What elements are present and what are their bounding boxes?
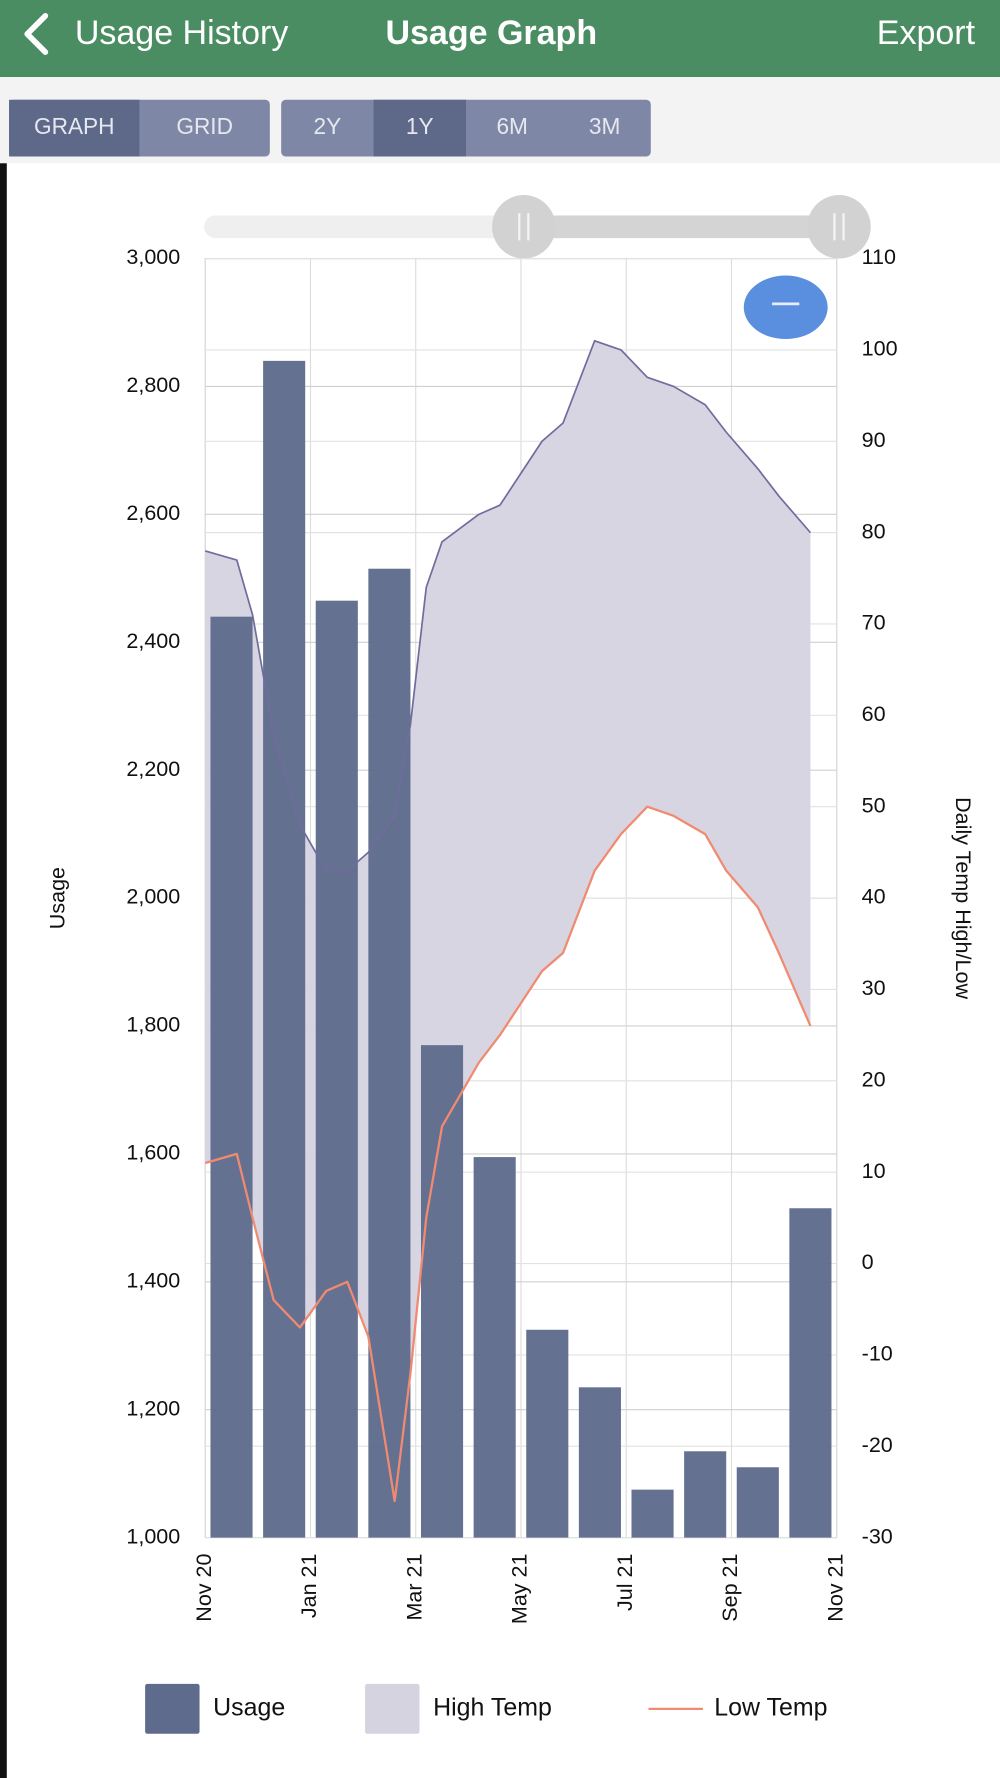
left-edge	[0, 158, 7, 1778]
tab-selected	[373, 99, 466, 157]
back-chevron	[24, 13, 49, 55]
zoom-out-bg	[743, 275, 828, 340]
legend-label: High Temp	[433, 1693, 552, 1721]
y2-tick-label: 80	[862, 519, 886, 543]
header-bar	[0, 0, 1000, 78]
x-tick-label: Sep 21	[718, 1553, 742, 1621]
y-tick-label: 2,600	[126, 501, 180, 525]
bar	[736, 1467, 779, 1538]
tab[interactable]: 1Y	[406, 113, 434, 139]
handle-knob	[492, 195, 556, 259]
y2-tick-label: 20	[862, 1067, 886, 1091]
tab[interactable]: GRAPH	[34, 113, 115, 139]
bar	[578, 1387, 621, 1538]
x-tick-label: May 21	[508, 1553, 532, 1624]
y-tick-label: 2,800	[126, 373, 180, 397]
y2-tick-label: 100	[862, 337, 898, 361]
legend-swatch	[365, 1683, 420, 1734]
bar	[684, 1451, 727, 1538]
tabs: GRAPH GRID 2Y 1Y 6M 3M	[9, 99, 651, 157]
bar	[473, 1157, 516, 1538]
y2-tick-label: 70	[862, 611, 886, 635]
high-temp-line	[204, 339, 812, 872]
y2-tick-label: 110	[862, 245, 896, 269]
legend-label: Low Temp	[714, 1693, 827, 1721]
x-tick-label: Jul 21	[613, 1553, 637, 1610]
y2-tick-label: -20	[862, 1433, 893, 1457]
low-temp-line	[204, 805, 812, 1503]
y-tick-label: 1,400	[126, 1268, 180, 1292]
zoom-out-button[interactable]	[743, 275, 828, 340]
y2-tick-label: -30	[862, 1524, 893, 1548]
bar	[789, 1208, 832, 1538]
tab[interactable]: 6M	[496, 113, 527, 139]
back-label: Usage History	[75, 14, 289, 52]
y-tick-label: 1,600	[126, 1141, 180, 1165]
y-tick-label: 1,000	[126, 1524, 180, 1548]
y-tick-label: 2,400	[126, 629, 180, 653]
tab-selected	[9, 99, 140, 157]
slider-handle[interactable]	[492, 195, 556, 259]
y2-axis-title: Daily Temp High/Low	[951, 797, 975, 999]
export-button[interactable]: Export	[877, 14, 976, 52]
bar	[420, 1045, 464, 1538]
back-button[interactable]: Usage History	[24, 13, 289, 55]
bar	[315, 600, 358, 1538]
screen-title: Usage Graph	[385, 14, 597, 52]
legend-label: Usage	[213, 1693, 285, 1721]
y2-tick-label: 90	[862, 428, 886, 452]
slider-track	[204, 215, 533, 239]
x-tick-label: Jan 21	[297, 1553, 321, 1618]
y2-tick-label: 0	[862, 1250, 874, 1274]
y-tick-label: 2,200	[126, 757, 180, 781]
x-tick-label: Nov 20	[192, 1553, 216, 1621]
chart: Nov 20 Jan 21 Mar 21 May 21 Jul 21 Sep 21 Nov …	[46, 245, 975, 1734]
bar	[526, 1329, 569, 1538]
y2-tick-label: -10	[862, 1342, 893, 1366]
y-tick-label: 1,200	[126, 1396, 180, 1420]
bar	[631, 1489, 674, 1538]
y-tick-label: 2,000	[126, 885, 180, 909]
bar	[263, 360, 306, 1538]
tab[interactable]: GRID	[176, 113, 233, 139]
y-tick-label: 3,000	[126, 245, 180, 269]
tab[interactable]: 2Y	[314, 113, 342, 139]
slider-range[interactable]	[523, 215, 842, 239]
x-tick-label: Mar 21	[402, 1553, 426, 1620]
y2-tick-label: 50	[862, 793, 886, 817]
tab[interactable]: 3M	[589, 113, 620, 139]
handle-knob	[807, 195, 871, 259]
bar	[368, 568, 411, 1538]
y2-tick-label: 30	[862, 976, 886, 1000]
y-axis-title: Usage	[46, 867, 70, 929]
legend-swatch	[145, 1683, 200, 1734]
y2-tick-label: 10	[862, 1159, 886, 1183]
slider-handle[interactable]	[807, 195, 871, 259]
y2-tick-label: 60	[862, 702, 886, 726]
bar	[210, 616, 253, 1538]
y-tick-label: 1,800	[126, 1013, 180, 1037]
y2-tick-label: 40	[862, 885, 886, 909]
x-tick-label: Nov 21	[823, 1553, 847, 1621]
